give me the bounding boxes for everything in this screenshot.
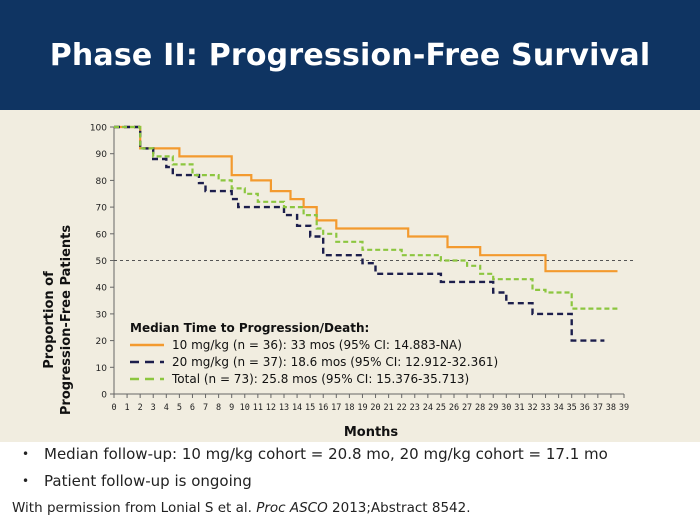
bullet-item: • Median follow-up: 10 mg/kg cohort = 20… xyxy=(22,440,608,467)
x-tick-label: 39 xyxy=(619,403,629,413)
y-tick-label: 70 xyxy=(96,204,108,214)
x-tick-label: 17 xyxy=(331,403,341,413)
y-tick-label: 20 xyxy=(96,337,108,347)
x-tick-label: 23 xyxy=(410,403,420,413)
x-tick-label: 0 xyxy=(111,403,116,413)
x-tick-label: 36 xyxy=(580,403,590,413)
y-axis-label-line-2: Progression-Free Patients xyxy=(59,225,74,415)
x-tick-label: 12 xyxy=(266,403,276,413)
legend-entry: 20 mg/kg (n = 37): 18.6 mos (95% CI: 12.… xyxy=(172,355,498,369)
y-tick-label: 0 xyxy=(101,391,107,401)
x-tick-label: 28 xyxy=(475,403,485,413)
x-tick-label: 24 xyxy=(423,403,433,413)
y-tick-label: 30 xyxy=(96,310,108,320)
source-suffix: 2013;Abstract 8542. xyxy=(327,500,471,516)
x-tick-label: 21 xyxy=(383,403,393,413)
x-tick-label: 18 xyxy=(344,403,354,413)
x-tick-label: 1 xyxy=(125,403,130,413)
source-citation: With permission from Lonial S et al. Pro… xyxy=(12,500,471,516)
chart-panel: 0 10 20 30 40 50 60 70 80 90 100 0 1 2 3 4 5 6 7 8 9 10 11 12 13… xyxy=(0,110,700,442)
legend-title: Median Time to Progression/Death: xyxy=(130,321,369,335)
x-tick-label: 5 xyxy=(177,403,182,413)
chart-series-layer xyxy=(114,125,618,342)
km-curve-series-2 xyxy=(114,125,605,342)
slide-title: Phase II: Progression-Free Survival xyxy=(49,37,651,73)
y-tick-label: 10 xyxy=(96,364,108,374)
bullet-list: • Median follow-up: 10 mg/kg cohort = 20… xyxy=(22,440,608,494)
legend-entry: Total (n = 73): 25.8 mos (95% CI: 15.376… xyxy=(171,372,469,386)
y-tick-label: 60 xyxy=(96,230,108,240)
x-tick-label: 25 xyxy=(436,403,446,413)
x-tick-label: 4 xyxy=(164,403,169,413)
x-tick-label: 19 xyxy=(357,403,367,413)
x-tick-label: 13 xyxy=(279,403,289,413)
x-tick-label: 2 xyxy=(138,403,143,413)
x-tick-label: 7 xyxy=(203,403,208,413)
x-tick-label: 15 xyxy=(305,403,315,413)
x-tick-label: 14 xyxy=(292,403,302,413)
x-tick-label: 16 xyxy=(318,403,328,413)
x-tick-label: 26 xyxy=(449,403,459,413)
source-journal: Proc ASCO xyxy=(256,500,328,516)
x-tick-label: 6 xyxy=(190,403,195,413)
x-axis-label: Months xyxy=(344,425,399,440)
x-tick-label: 22 xyxy=(397,403,407,413)
x-tick-label: 37 xyxy=(593,403,603,413)
y-tick-label: 90 xyxy=(96,150,108,160)
km-curve-series-3 xyxy=(114,125,618,310)
y-tick-label: 100 xyxy=(90,124,107,134)
x-tick-label: 11 xyxy=(253,403,263,413)
x-tick-label: 30 xyxy=(501,403,511,413)
bullet-item: • Patient follow-up is ongoing xyxy=(22,467,608,494)
bullet-text: Patient follow-up is ongoing xyxy=(44,471,252,490)
x-tick-label: 34 xyxy=(553,403,563,413)
x-tick-label: 9 xyxy=(229,403,234,413)
slide-header: Phase II: Progression-Free Survival xyxy=(0,0,700,110)
x-tick-label: 8 xyxy=(216,403,221,413)
bullet-icon: • xyxy=(22,446,30,461)
x-tick-label: 29 xyxy=(488,403,498,413)
source-prefix: With permission from Lonial S et al. xyxy=(12,500,257,516)
y-tick-label: 50 xyxy=(96,257,108,267)
bullet-icon: • xyxy=(22,473,30,488)
bullet-text: Median follow-up: 10 mg/kg cohort = 20.8… xyxy=(44,444,608,463)
x-tick-label: 10 xyxy=(240,403,250,413)
y-tick-label: 40 xyxy=(96,284,108,294)
x-tick-label: 33 xyxy=(540,403,550,413)
km-curve-series-1 xyxy=(114,125,618,273)
x-tick-label: 31 xyxy=(514,403,524,413)
x-tick-label: 20 xyxy=(370,403,380,413)
legend-entry: 10 mg/kg (n = 36): 33 mos (95% CI: 14.88… xyxy=(172,338,462,352)
x-tick-label: 38 xyxy=(606,403,616,413)
y-tick-label: 80 xyxy=(96,177,108,187)
x-tick-label: 32 xyxy=(527,403,537,413)
y-axis-label-line-1: Proportion of xyxy=(42,271,57,369)
x-tick-label: 3 xyxy=(151,403,156,413)
x-tick-label: 35 xyxy=(567,403,577,413)
x-tick-label: 27 xyxy=(462,403,472,413)
chart-legend: Median Time to Progression/Death: 10 mg/k… xyxy=(130,321,498,386)
